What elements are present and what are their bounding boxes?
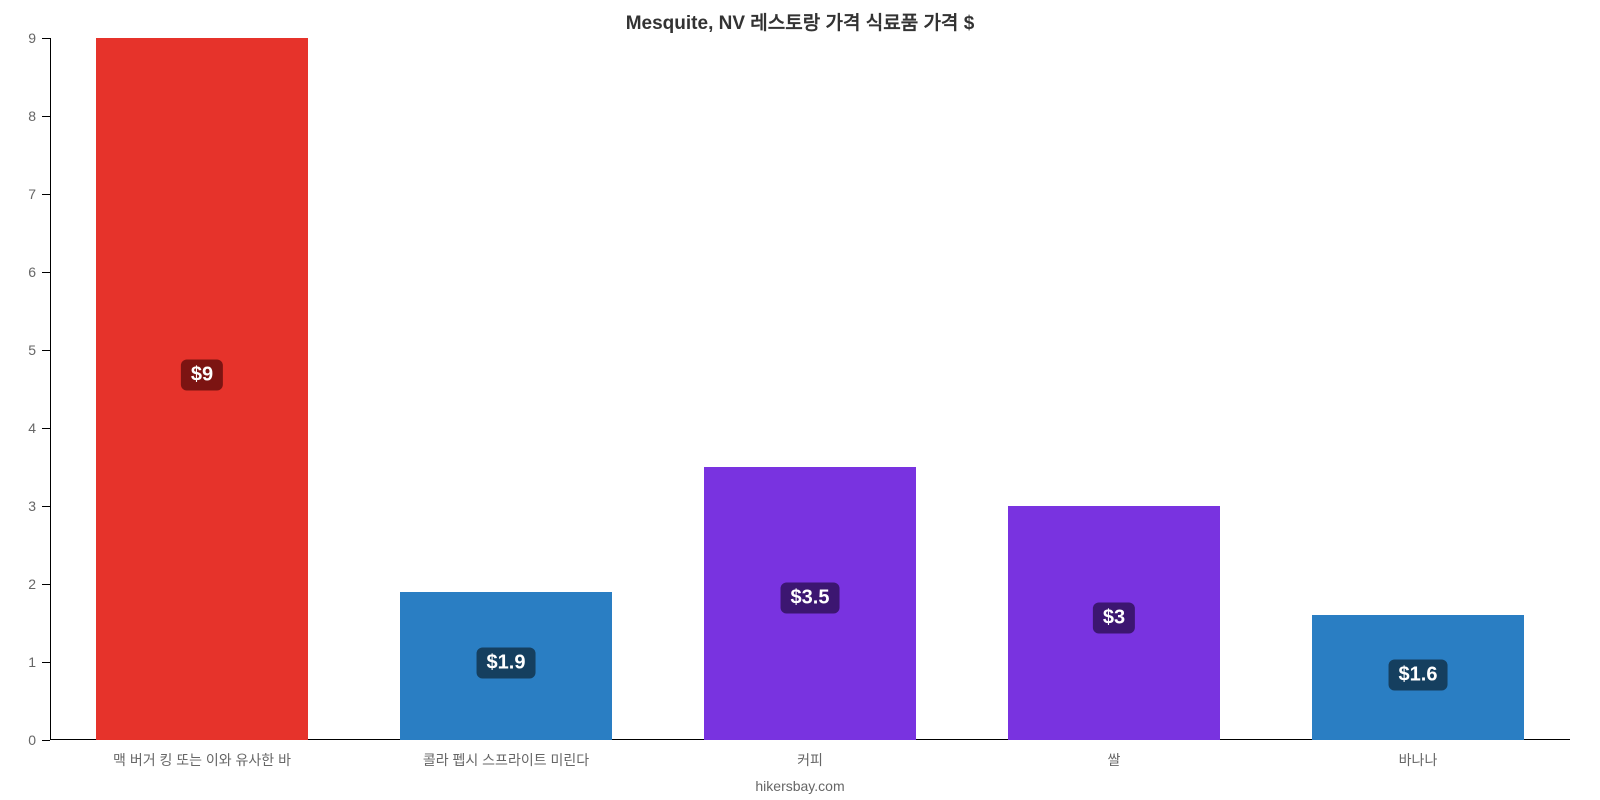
chart-caption: hikersbay.com xyxy=(0,778,1600,794)
x-tick-label: 바나나 xyxy=(1399,750,1438,770)
chart-container: Mesquite, NV 레스토랑 가격 식료품 가격 $ 0123456789… xyxy=(0,0,1600,800)
y-tick-mark xyxy=(42,506,50,507)
y-tick-label: 8 xyxy=(28,108,36,124)
y-tick-mark xyxy=(42,350,50,351)
x-tick-label: 커피 xyxy=(797,750,823,770)
y-tick-label: 9 xyxy=(28,30,36,46)
y-tick-label: 2 xyxy=(28,576,36,592)
bar-value-label: $1.9 xyxy=(477,647,536,678)
y-tick-mark xyxy=(42,662,50,663)
y-tick-label: 0 xyxy=(28,732,36,748)
bar-value-label: $1.6 xyxy=(1389,660,1448,691)
y-tick-mark xyxy=(42,194,50,195)
y-tick-mark xyxy=(42,38,50,39)
chart-title: Mesquite, NV 레스토랑 가격 식료품 가격 $ xyxy=(0,8,1600,35)
x-tick-label: 맥 버거 킹 또는 이와 유사한 바 xyxy=(113,750,291,770)
bar-value-label: $3 xyxy=(1093,603,1135,634)
x-tick-label: 콜라 펩시 스프라이트 미린다 xyxy=(423,750,589,770)
x-tick-label: 쌀 xyxy=(1108,750,1121,770)
bar-value-label: $3.5 xyxy=(781,583,840,614)
y-tick-mark xyxy=(42,116,50,117)
y-tick-mark xyxy=(42,740,50,741)
plot-area: 0123456789$9맥 버거 킹 또는 이와 유사한 바$1.9콜라 펩시 … xyxy=(50,38,1570,740)
bar-value-label: $9 xyxy=(181,359,223,390)
y-tick-label: 6 xyxy=(28,264,36,280)
y-tick-mark xyxy=(42,428,50,429)
y-tick-label: 3 xyxy=(28,498,36,514)
y-tick-label: 7 xyxy=(28,186,36,202)
y-tick-mark xyxy=(42,272,50,273)
y-axis-line xyxy=(50,38,51,740)
y-tick-label: 1 xyxy=(28,654,36,670)
y-tick-label: 5 xyxy=(28,342,36,358)
y-tick-mark xyxy=(42,584,50,585)
y-tick-label: 4 xyxy=(28,420,36,436)
